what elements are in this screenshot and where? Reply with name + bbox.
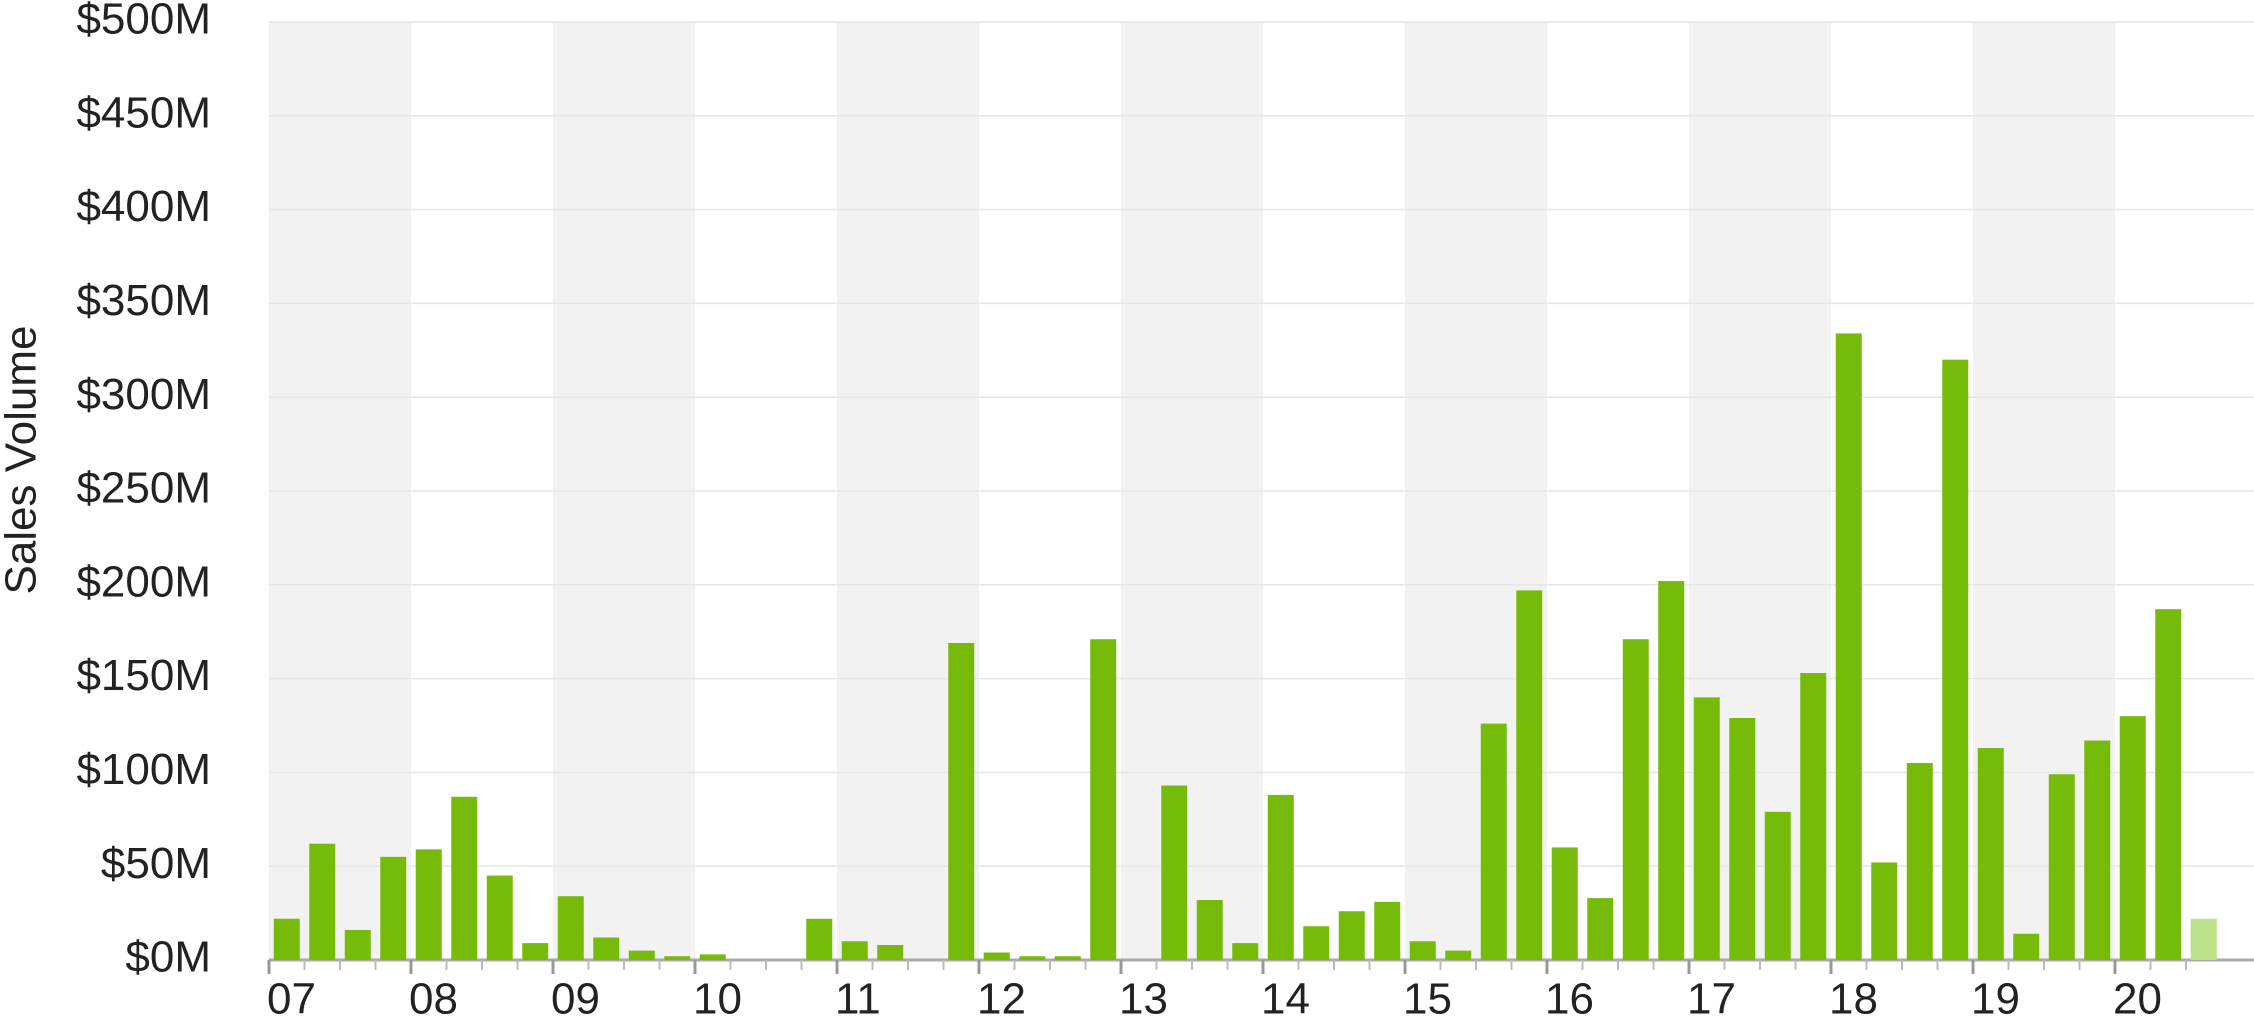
bar: [2048, 774, 2075, 960]
x-tick-label: 10: [693, 975, 742, 1024]
x-tick-label: 19: [1971, 975, 2020, 1024]
x-tick-label: 15: [1403, 975, 1452, 1024]
bar: [948, 642, 975, 960]
bar: [1906, 763, 1933, 960]
bar: [1445, 950, 1472, 960]
bar: [1338, 911, 1365, 960]
bar: [557, 896, 584, 960]
bar: [1161, 785, 1188, 960]
y-tick-label: $150M: [76, 651, 211, 700]
bar: [1019, 956, 1046, 960]
bar: [486, 875, 513, 960]
bar: [2119, 716, 2146, 960]
bar: [2084, 740, 2111, 960]
bar: [1658, 581, 1685, 960]
bar: [1303, 926, 1330, 960]
y-tick-label: $100M: [76, 745, 211, 794]
y-tick-label: $400M: [76, 182, 211, 231]
y-tick-label: $500M: [76, 0, 211, 44]
bar: [1693, 697, 1720, 960]
x-tick-label: 13: [1119, 975, 1168, 1024]
y-tick-label: $450M: [76, 88, 211, 137]
y-tick-label: $200M: [76, 557, 211, 606]
bar: [309, 843, 336, 960]
bar: [1196, 899, 1223, 960]
x-tick-label: 18: [1829, 975, 1878, 1024]
bar: [451, 796, 478, 960]
bar: [1267, 794, 1294, 960]
bar: [344, 929, 371, 960]
bar: [1054, 956, 1081, 960]
bar: [2013, 933, 2040, 960]
bar: [1622, 639, 1649, 960]
x-tick-label: 17: [1687, 975, 1736, 1024]
bar: [1800, 672, 1827, 960]
bar: [1516, 590, 1543, 960]
bar: [273, 918, 300, 960]
bar: [664, 956, 691, 960]
bar: [1090, 639, 1117, 960]
bar: [806, 918, 833, 960]
y-tick-label: $250M: [76, 464, 211, 513]
y-tick-label: $0M: [125, 933, 211, 982]
y-tick-label: $350M: [76, 276, 211, 325]
bar: [1977, 748, 2004, 960]
bar: [2155, 609, 2182, 960]
bar: [1835, 333, 1862, 960]
bar: [1232, 943, 1259, 960]
bar: [1551, 847, 1578, 960]
bar: [628, 950, 655, 960]
bar: [380, 856, 407, 960]
bar: [699, 954, 726, 960]
bar: [1374, 901, 1401, 960]
bar: [1729, 717, 1756, 960]
bar: [1871, 862, 1898, 960]
x-tick-label: 09: [551, 975, 600, 1024]
bar: [1942, 359, 1969, 960]
x-tick-label: 12: [977, 975, 1026, 1024]
bar: [877, 944, 904, 960]
bar: [1480, 723, 1507, 960]
bar: [841, 941, 868, 960]
bar: [1764, 811, 1791, 960]
bar: [1409, 941, 1436, 960]
bar: [522, 943, 549, 960]
bar: [1587, 898, 1614, 960]
x-tick-label: 07: [267, 975, 316, 1024]
y-tick-label: $300M: [76, 370, 211, 419]
bar: [593, 937, 620, 960]
bar: [983, 952, 1010, 960]
x-tick-label: 08: [409, 975, 458, 1024]
bar: [415, 849, 442, 960]
x-tick-label: 11: [835, 975, 881, 1024]
y-axis-label: Sales Volume: [0, 325, 46, 594]
x-tick-label: 14: [1261, 975, 1310, 1024]
x-tick-label: 20: [2113, 975, 2162, 1024]
x-tick-label: 16: [1545, 975, 1594, 1024]
bar: [2190, 918, 2217, 960]
y-tick-label: $50M: [101, 839, 211, 888]
